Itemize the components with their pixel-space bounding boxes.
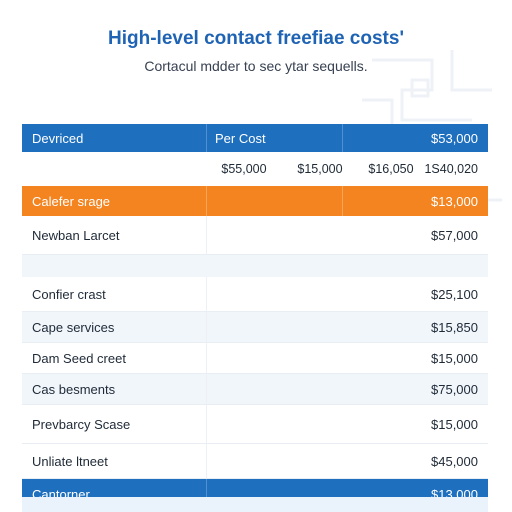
- row-mid: [206, 374, 342, 404]
- table-row[interactable]: Confier crast $25,100: [22, 277, 488, 312]
- table-row[interactable]: Cape services $15,850: [22, 312, 488, 343]
- row-mid: [206, 312, 342, 342]
- subheader-a: $55,000: [221, 162, 267, 176]
- row-mid: [206, 405, 342, 443]
- subheader-b: $15,000: [297, 162, 343, 176]
- row-mid: [206, 444, 342, 478]
- header-col2: Per Cost: [206, 124, 342, 152]
- page-title: High-level contact freefiae costs': [108, 28, 404, 49]
- row-label: Dam Seed creet: [32, 350, 126, 366]
- table-row[interactable]: Prevbarcy Scase $15,000: [22, 405, 488, 444]
- row-label: Confier crast: [32, 286, 106, 302]
- row-mid: [206, 216, 342, 254]
- header-col3: $53,000: [342, 124, 488, 152]
- row-label: Cape services: [32, 319, 115, 335]
- row-value: $45,000: [431, 453, 478, 469]
- row-label: Newban Larcet: [32, 227, 120, 243]
- row-label: Unliate ltneet: [32, 453, 108, 469]
- bottom-strip: [22, 497, 488, 512]
- header-col1: Devriced: [32, 130, 84, 146]
- highlight-row-label: Calefer srage: [32, 193, 111, 209]
- subheader-c: $16,050: [368, 162, 414, 176]
- highlight-row-mid: [206, 186, 342, 216]
- table-header-row: Devriced Per Cost $53,000: [22, 124, 488, 152]
- row-mid: [206, 277, 342, 311]
- highlight-row[interactable]: Calefer srage $13,000: [22, 186, 488, 216]
- table-row[interactable]: Newban Larcet $57,000: [22, 216, 488, 255]
- row-value: $57,000: [431, 227, 478, 243]
- footer-mid: [206, 479, 342, 509]
- page-subtitle: Cortacul mdder to sec ytar sequells.: [144, 58, 368, 74]
- row-mid: [206, 343, 342, 373]
- subheader-d: 1S40,020: [424, 162, 478, 176]
- highlight-row-value: $13,000: [342, 186, 488, 216]
- row-label: Prevbarcy Scase: [32, 416, 131, 432]
- table-row[interactable]: Cas besments $75,000: [22, 374, 488, 405]
- row-value: $15,000: [431, 350, 478, 366]
- row-label: Cas besments: [32, 381, 116, 397]
- table-row[interactable]: Dam Seed creet $15,000: [22, 343, 488, 374]
- subheader-spacer: [22, 152, 206, 186]
- row-value: $15,850: [431, 319, 478, 335]
- table-spacer-row: [22, 255, 488, 277]
- cost-table: Devriced Per Cost $53,000 $55,000 $15,00…: [22, 124, 488, 509]
- row-value: $75,000: [431, 381, 478, 397]
- row-value: $15,000: [431, 416, 478, 432]
- row-value: $25,100: [431, 286, 478, 302]
- table-subheader-row: $55,000 $15,000 $16,050 1S40,020: [22, 152, 488, 186]
- table-row[interactable]: Unliate ltneet $45,000: [22, 444, 488, 479]
